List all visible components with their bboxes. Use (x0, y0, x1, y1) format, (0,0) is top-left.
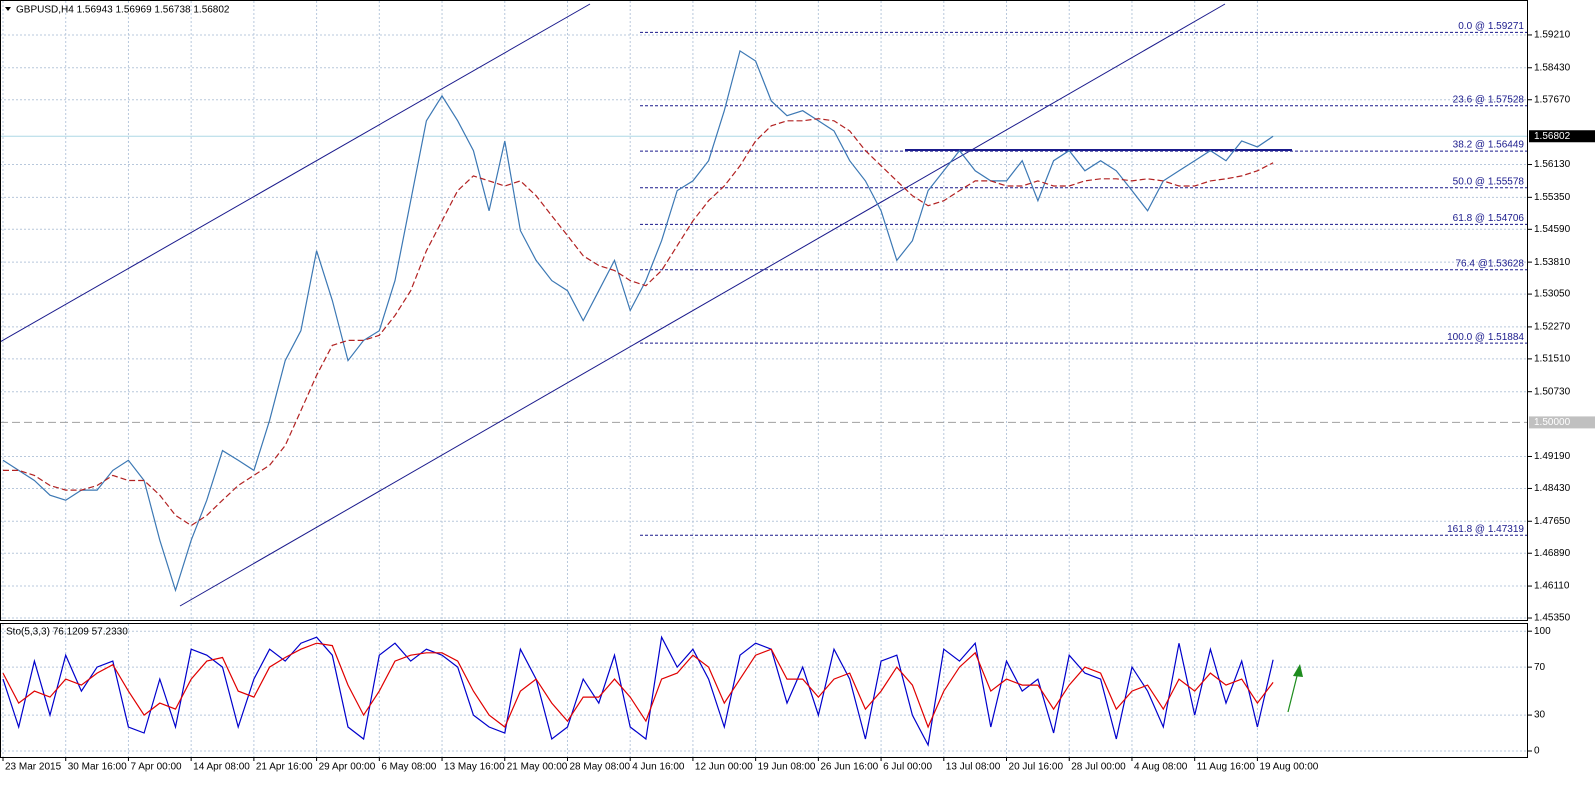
x-tick-label: 6 Jul 00:00 (883, 762, 932, 773)
x-tick-label: 28 Jul 00:00 (1071, 762, 1126, 773)
x-tick-label: 19 Aug 00:00 (1259, 762, 1318, 773)
x-tick-label: 6 May 08:00 (381, 762, 436, 773)
fib-label: 23.6 @ 1.57528 (1453, 94, 1525, 105)
x-tick-label: 21 Apr 16:00 (256, 762, 313, 773)
x-tick-label: 20 Jul 16:00 (1009, 762, 1064, 773)
x-tick-label: 11 Aug 16:00 (1197, 762, 1256, 773)
y-tick-label: 1.52270 (1534, 322, 1571, 333)
fib-label: 76.4 @1.53628 (1455, 258, 1524, 269)
x-tick-label: 19 Jun 08:00 (758, 762, 816, 773)
x-tick-label: 13 May 16:00 (444, 762, 505, 773)
y-tick-label: 1.47650 (1534, 516, 1571, 527)
y-tick-label: 1.46110 (1534, 581, 1570, 592)
y-tick-label: 1.45350 (1534, 613, 1571, 624)
y-tick-label: 1.56130 (1534, 159, 1571, 170)
menu-triangle (5, 7, 11, 11)
x-tick-label: 28 May 08:00 (569, 762, 630, 773)
series-line (3, 118, 1274, 527)
y-tick-label: 1.59210 (1534, 30, 1571, 41)
plot-area (2, 49, 1274, 747)
x-tick-label: 13 Jul 08:00 (946, 762, 1001, 773)
indicator-title: Sto(5,3,3) 76.1209 57.2330 (6, 627, 128, 638)
x-tick-label: 21 May 00:00 (507, 762, 568, 773)
series-line (2, 642, 1274, 729)
fib-label: 100.0 @ 1.51884 (1447, 332, 1524, 343)
x-tick-label: 30 Mar 16:00 (68, 762, 127, 773)
y-tick-label: 1.53050 (1534, 289, 1571, 300)
last-price-box (1529, 130, 1595, 143)
y-tick-label: 1.53810 (1534, 257, 1571, 268)
y-tick-label: 1.46890 (1534, 548, 1571, 559)
x-tick-label: 26 Jun 16:00 (820, 762, 878, 773)
fib-label: 161.8 @ 1.47319 (1447, 524, 1524, 535)
y-tick-label: 1.51510 (1534, 354, 1571, 365)
fib-label: 38.2 @ 1.56449 (1453, 140, 1525, 151)
channel-lower (179, 3, 1226, 607)
x-tick-label: 7 Apr 00:00 (130, 762, 182, 773)
series-line (2, 49, 1274, 593)
y-tick-label: 70 (1534, 662, 1546, 673)
x-tick-label: 4 Aug 08:00 (1134, 762, 1188, 773)
y-tick-label: 1.54590 (1534, 224, 1571, 235)
y-tick-label: 1.58430 (1534, 62, 1571, 73)
fib-label: 61.8 @ 1.54706 (1453, 213, 1525, 224)
level-label: 1.50000 (1534, 417, 1571, 428)
channel-upper (0, 3, 591, 343)
y-tick-label: 1.57670 (1534, 94, 1571, 105)
main-frame (0, 0, 1528, 621)
y-tick-label: 1.48430 (1534, 483, 1571, 494)
x-tick-label: 14 Apr 08:00 (193, 762, 250, 773)
chart-title: GBPUSD,H4 1.56943 1.56969 1.56738 1.5680… (16, 5, 230, 16)
arrow-shaft (1287, 671, 1299, 713)
x-tick-label: 4 Jun 16:00 (632, 762, 685, 773)
y-tick-label: 1.49190 (1534, 451, 1571, 462)
grid (0, 1, 1528, 757)
x-tick-label: 23 Mar 2015 (5, 762, 62, 773)
y-tick-label: 0 (1534, 746, 1540, 757)
y-tick-label: 30 (1534, 710, 1546, 721)
y-tick-label: 100 (1534, 626, 1551, 637)
x-tick-label: 29 Apr 00:00 (319, 762, 376, 773)
y-tick-label: 1.50730 (1534, 386, 1571, 397)
last-price-label: 1.56802 (1534, 131, 1571, 142)
level-label-box (1529, 416, 1595, 429)
stoch-frame (0, 623, 1528, 758)
fib-label: 50.0 @ 1.55578 (1453, 176, 1525, 187)
y-tick-label: 1.55350 (1534, 192, 1571, 203)
arrow-head (1293, 664, 1303, 677)
fib-label: 0.0 @ 1.59271 (1458, 21, 1524, 32)
series-line (2, 635, 1274, 747)
x-tick-label: 12 Jun 00:00 (695, 762, 753, 773)
